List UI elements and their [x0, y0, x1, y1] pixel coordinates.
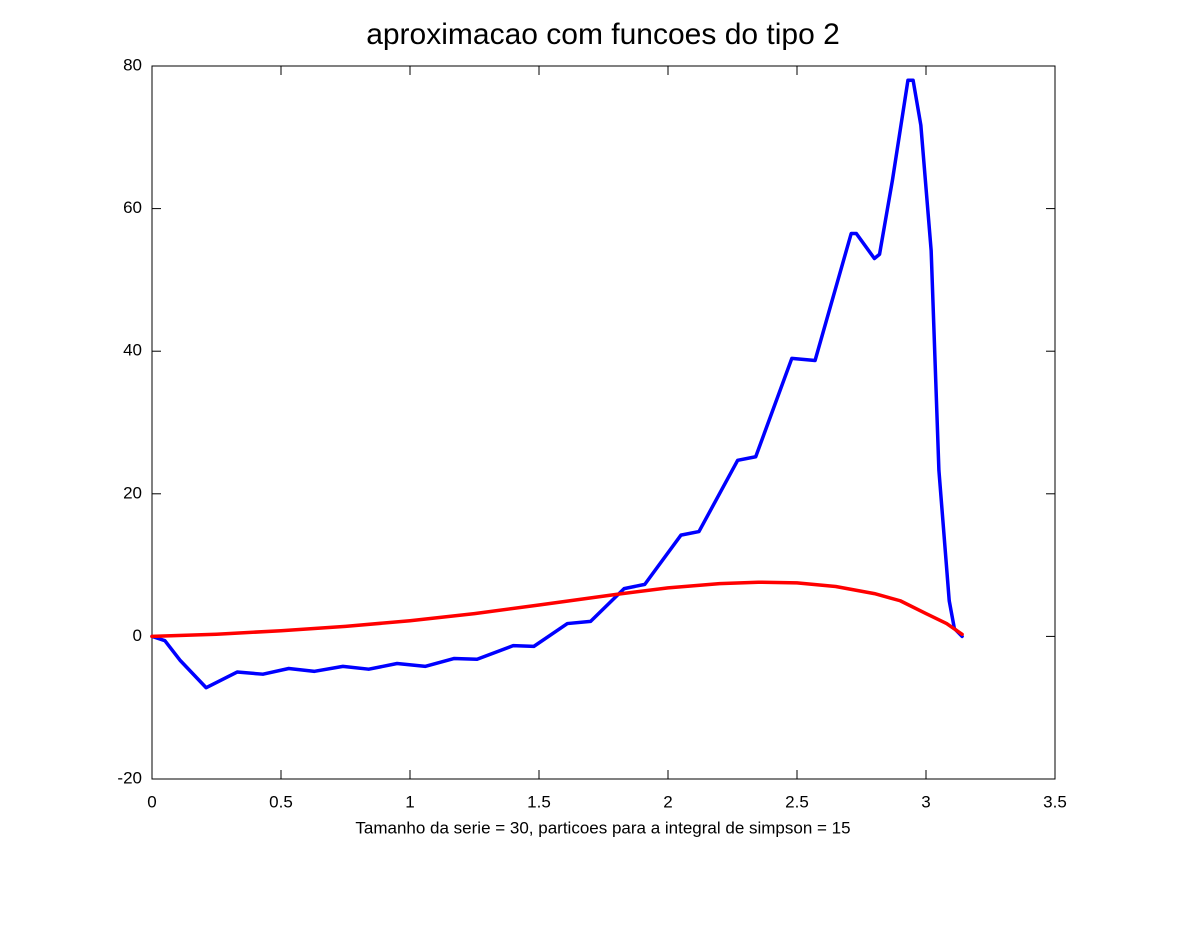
- x-axis-label: Tamanho da serie = 30, particoes para a …: [355, 818, 850, 837]
- data-line: [150, 78, 964, 690]
- x-tick-label: 2.5: [785, 792, 809, 811]
- data-line: [150, 580, 964, 639]
- plot-frame: [151, 65, 1056, 780]
- y-tick-label: 40: [123, 341, 142, 360]
- x-tick-label: 3: [921, 792, 930, 811]
- x-tick-label: 0.5: [269, 792, 293, 811]
- y-tick-label: 60: [123, 198, 142, 217]
- x-tick-label: 1.5: [527, 792, 551, 811]
- chart-title: aproximacao com funcoes do tipo 2: [366, 18, 840, 51]
- y-tick-label: 80: [123, 55, 142, 74]
- y-tick-label: 20: [123, 483, 142, 502]
- x-tick-label: 3.5: [1043, 792, 1067, 811]
- x-tick-label: 0: [147, 792, 156, 811]
- y-tick-label: -20: [117, 768, 142, 787]
- x-tick-label: 1: [405, 792, 414, 811]
- y-tick-label: 0: [133, 626, 142, 645]
- x-tick-label: 2: [663, 792, 672, 811]
